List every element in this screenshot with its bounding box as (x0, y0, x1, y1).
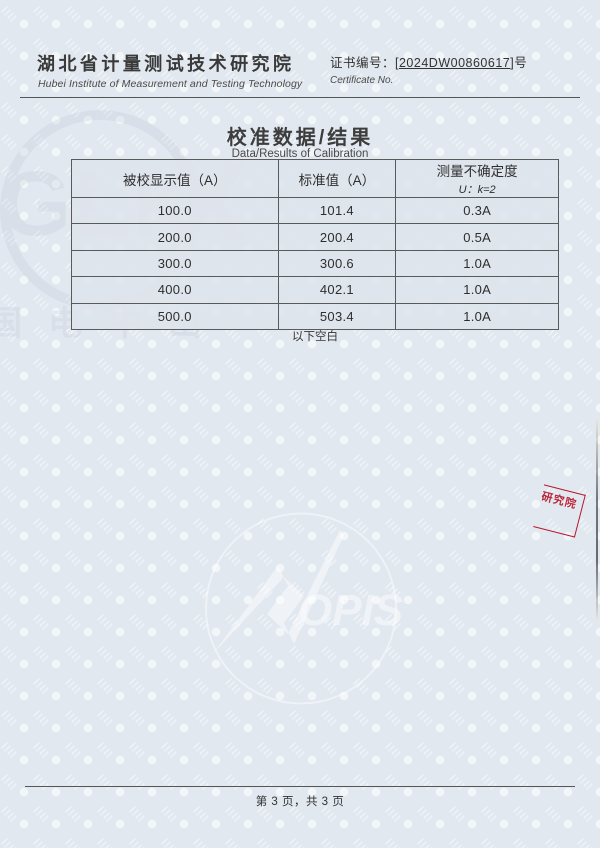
svg-text:OPIS: OPIS (298, 586, 403, 635)
svg-text:国: 国 (0, 305, 22, 343)
